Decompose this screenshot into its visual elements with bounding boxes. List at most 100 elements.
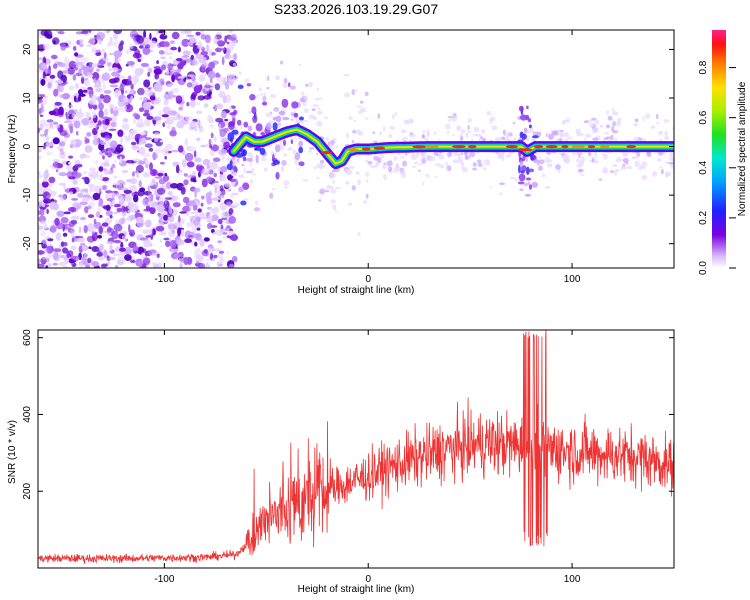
noise-blob <box>77 263 85 268</box>
halo-blob <box>578 128 581 134</box>
noise-blob <box>152 152 159 160</box>
noise-blob <box>104 217 113 225</box>
noise-blob <box>195 233 202 241</box>
noise-blob <box>212 231 217 235</box>
halo-blob <box>599 124 604 128</box>
halo-blob <box>260 157 267 162</box>
noise-blob <box>180 187 186 195</box>
noise-blob <box>68 220 76 228</box>
noise-blob <box>38 57 45 61</box>
noise-blob <box>193 150 197 158</box>
noise-blob <box>91 71 100 81</box>
noise-blob <box>145 251 148 258</box>
noise-blob <box>197 163 203 166</box>
noise-blob <box>212 157 221 162</box>
x-tick-label: 100 <box>564 274 581 285</box>
noise-blob <box>72 255 80 262</box>
noise-blob <box>210 150 215 157</box>
noise-blob <box>70 229 75 238</box>
noise-blob <box>103 205 111 210</box>
noise-blob <box>71 198 79 201</box>
noise-blob <box>38 263 45 268</box>
halo-blob <box>614 169 621 172</box>
halo-blob <box>392 113 395 120</box>
burst-blob <box>519 160 524 166</box>
noise-blob <box>160 56 166 60</box>
noise-blob <box>213 254 218 259</box>
noise-blob <box>167 62 173 71</box>
noise-blob <box>192 179 197 183</box>
burst-blob <box>233 109 238 115</box>
halo-blob <box>604 137 609 140</box>
burst-blob <box>518 157 522 160</box>
noise-blob <box>138 180 142 188</box>
noise-blob <box>59 94 67 98</box>
halo-blob <box>318 199 322 202</box>
noise-blob <box>155 97 162 104</box>
noise-blob <box>92 138 99 146</box>
noise-blob <box>65 111 68 118</box>
halo-blob <box>269 192 274 199</box>
halo-blob <box>576 158 580 163</box>
noise-blob <box>201 178 208 188</box>
noise-blob <box>228 263 235 268</box>
halo-blob <box>418 163 423 166</box>
noise-blob <box>86 132 92 137</box>
halo-blob <box>401 173 407 179</box>
noise-blob <box>40 230 46 237</box>
noise-blob <box>120 205 126 213</box>
halo-blob <box>236 158 240 163</box>
noise-blob <box>57 85 64 93</box>
noise-blob <box>104 159 109 164</box>
halo-blob <box>602 167 608 174</box>
noise-blob <box>213 35 218 45</box>
halo-blob <box>426 131 430 138</box>
halo-blob <box>368 164 372 167</box>
noise-blob <box>92 170 97 178</box>
halo-blob <box>472 162 477 167</box>
noise-blob <box>67 104 74 108</box>
noise-blob <box>181 38 190 47</box>
noise-blob <box>145 219 152 228</box>
noise-blob <box>182 205 191 212</box>
noise-blob <box>44 31 50 37</box>
snr-x-label: Height of straight line (km) <box>298 584 415 595</box>
signal-peak <box>373 146 386 150</box>
noise-blob <box>106 30 111 33</box>
noise-blob <box>65 165 70 170</box>
noise-blob <box>210 88 213 92</box>
noise-blob <box>79 108 82 113</box>
noise-blob <box>207 247 212 255</box>
halo-blob <box>499 192 504 195</box>
noise-blob <box>205 192 212 199</box>
noise-blob <box>140 160 146 165</box>
halo-blob <box>301 119 304 125</box>
noise-blob <box>103 52 107 60</box>
noise-blob <box>197 95 205 101</box>
noise-blob <box>220 149 228 154</box>
burst-blob <box>298 161 305 167</box>
colorbar-tick-label: 0.2 <box>698 211 709 225</box>
halo-blob <box>324 189 330 193</box>
noise-blob <box>190 81 199 85</box>
halo-blob <box>304 107 309 114</box>
noise-blob <box>79 153 85 160</box>
halo-blob <box>394 111 398 117</box>
halo-blob <box>329 144 334 150</box>
noise-blob <box>118 75 125 79</box>
burst-blob <box>259 147 266 155</box>
halo-blob <box>663 136 670 140</box>
halo-blob <box>364 117 369 120</box>
noise-blob <box>39 133 46 137</box>
noise-blob <box>63 241 68 247</box>
noise-blob <box>155 181 159 188</box>
noise-blob <box>160 140 164 143</box>
signal-peak <box>587 145 596 149</box>
noise-blob <box>196 110 203 115</box>
noise-blob <box>113 159 117 163</box>
noise-blob <box>192 204 198 211</box>
halo-blob <box>360 100 364 104</box>
noise-blob <box>171 88 180 93</box>
noise-blob <box>50 126 55 130</box>
noise-blob <box>99 243 104 252</box>
